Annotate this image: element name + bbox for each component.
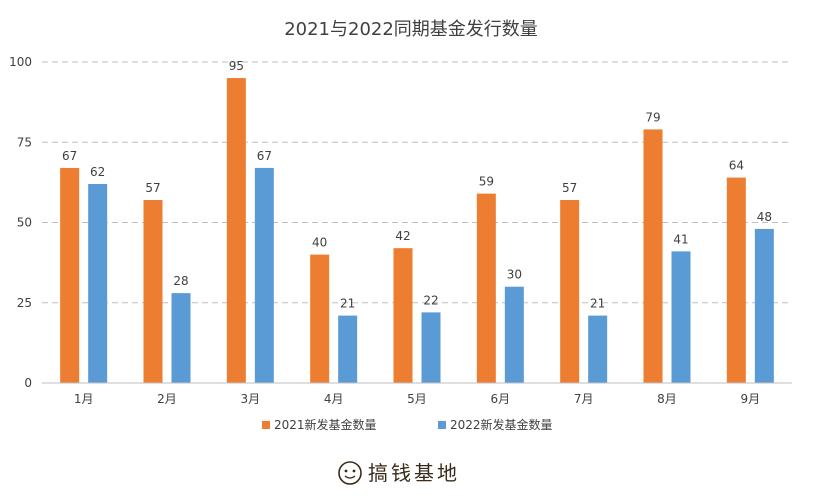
y-tick-label: 0 bbox=[24, 376, 32, 390]
bar-series-2 bbox=[88, 183, 108, 383]
x-tick-label: 3月 bbox=[241, 392, 261, 406]
data-label: 21 bbox=[340, 297, 355, 311]
data-label: 64 bbox=[729, 159, 744, 173]
bar-series-1 bbox=[476, 193, 496, 383]
legend: 2021新发基金数量 2022新发基金数量 bbox=[262, 417, 553, 432]
x-tick-label: 2月 bbox=[157, 392, 177, 406]
bar-series-1 bbox=[60, 167, 80, 383]
brand-logo: 搞钱基地 bbox=[338, 461, 460, 485]
data-label: 40 bbox=[312, 236, 327, 250]
legend-swatch bbox=[262, 421, 270, 429]
x-tick-label: 5月 bbox=[407, 392, 427, 406]
bar-series-2 bbox=[421, 312, 441, 383]
smiley-face-icon bbox=[338, 461, 362, 485]
x-tick-label: 4月 bbox=[324, 392, 344, 406]
grid-lines bbox=[42, 61, 792, 304]
y-tick-label: 75 bbox=[17, 135, 32, 149]
data-label: 57 bbox=[145, 181, 160, 195]
bar-series-1 bbox=[393, 248, 413, 383]
data-label: 22 bbox=[423, 293, 438, 307]
brand-name: 搞钱基地 bbox=[368, 461, 460, 485]
data-label: 21 bbox=[590, 297, 605, 311]
y-tick-label: 100 bbox=[9, 55, 32, 69]
x-tick-label: 7月 bbox=[574, 392, 594, 406]
x-tick-label: 8月 bbox=[657, 392, 677, 406]
bar-series-1 bbox=[643, 129, 663, 383]
chart-title: 2021与2022同期基金发行数量 bbox=[284, 19, 538, 40]
bar-series-2 bbox=[671, 251, 691, 383]
y-tick-label: 25 bbox=[17, 296, 32, 310]
data-label: 79 bbox=[645, 110, 660, 124]
bar-series-1 bbox=[310, 254, 330, 383]
y-tick-label: 50 bbox=[17, 216, 32, 230]
data-label: 59 bbox=[479, 175, 494, 189]
data-label: 42 bbox=[395, 229, 410, 243]
x-tick-label: 1月 bbox=[74, 392, 94, 406]
x-axis: 1月 2月 3月 4月 5月 6月 7月 8月 9月 bbox=[42, 382, 792, 406]
bars: 67 62 57 28 95 67 40 21 42 22 59 30 57 21 79 41 64 48 bbox=[60, 59, 774, 384]
bar-series-1 bbox=[726, 177, 746, 383]
data-label: 95 bbox=[229, 59, 244, 73]
data-label: 62 bbox=[90, 165, 105, 179]
x-tick-label: 6月 bbox=[491, 392, 511, 406]
bar-series-2 bbox=[254, 167, 274, 383]
data-label: 67 bbox=[257, 149, 272, 163]
data-label: 41 bbox=[673, 232, 688, 246]
bar-series-1 bbox=[143, 200, 163, 383]
legend-label: 2022新发基金数量 bbox=[450, 417, 553, 432]
y-axis: 0 25 50 75 100 bbox=[9, 55, 32, 390]
bar-series-2 bbox=[588, 315, 608, 383]
x-tick-label: 9月 bbox=[741, 392, 761, 406]
legend-swatch bbox=[438, 421, 446, 429]
bar-series-2 bbox=[754, 228, 774, 383]
data-label: 48 bbox=[757, 210, 772, 224]
bar-series-2 bbox=[338, 315, 358, 383]
bar-series-2 bbox=[504, 286, 524, 383]
bar-series-2 bbox=[171, 293, 191, 383]
bar-series-1 bbox=[226, 78, 246, 384]
data-label: 28 bbox=[173, 274, 188, 288]
bar-series-1 bbox=[560, 200, 580, 383]
legend-label: 2021新发基金数量 bbox=[274, 417, 377, 432]
data-label: 67 bbox=[62, 149, 77, 163]
data-label: 30 bbox=[507, 268, 522, 282]
data-label: 57 bbox=[562, 181, 577, 195]
